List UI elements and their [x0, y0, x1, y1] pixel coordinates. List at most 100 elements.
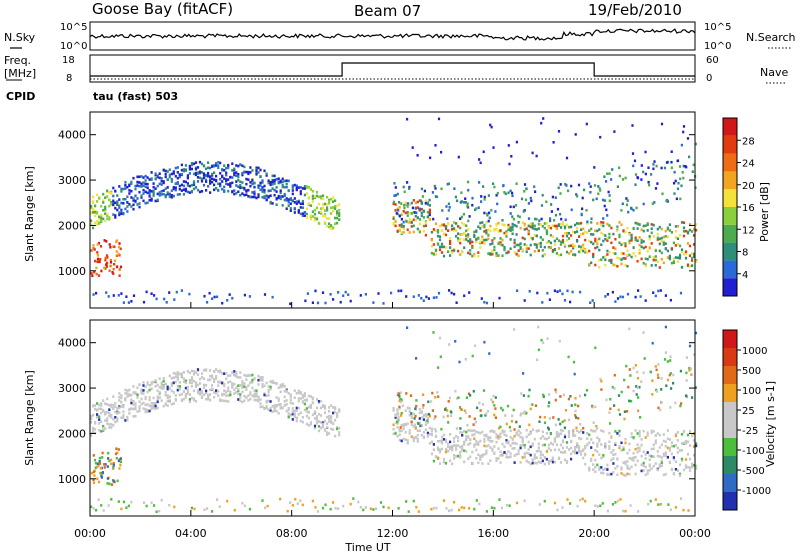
heatmap-cell	[271, 187, 274, 190]
heatmap-cell	[630, 233, 633, 237]
heatmap-cell	[416, 216, 419, 219]
heatmap-cell	[617, 394, 621, 397]
heatmap-cell	[156, 395, 159, 398]
heatmap-cell	[309, 404, 312, 407]
heatmap-cell	[92, 247, 95, 250]
heatmap-cell	[273, 404, 276, 407]
heatmap-cell	[291, 407, 294, 410]
heatmap-cell	[493, 185, 496, 189]
heatmap-cell	[174, 397, 177, 401]
heatmap-cell	[451, 249, 454, 253]
heatmap-cell	[261, 379, 264, 382]
heatmap-cell	[115, 240, 118, 244]
heatmap-cell	[522, 372, 525, 375]
heatmap-cell	[267, 196, 270, 199]
heatmap-cell	[202, 173, 206, 177]
heatmap-cell	[283, 404, 286, 407]
heatmap-cell	[590, 217, 593, 221]
heatmap-cell	[194, 186, 198, 189]
heatmap-cell	[549, 246, 552, 249]
heatmap-cell	[551, 460, 554, 464]
heatmap-cell	[184, 187, 187, 191]
heatmap-cell	[476, 406, 479, 410]
heatmap-cell	[491, 447, 494, 451]
heatmap-cell	[412, 425, 415, 428]
heatmap-cell	[574, 396, 577, 400]
heatmap-cell	[657, 289, 660, 293]
heatmap-cell	[561, 451, 565, 454]
heatmap-cell	[265, 394, 268, 398]
heatmap-cell	[473, 445, 476, 448]
heatmap-cell	[539, 415, 542, 419]
heatmap-cell	[160, 499, 163, 502]
heatmap-cell	[235, 375, 238, 378]
heatmap-cell	[624, 230, 627, 234]
heatmap-cell	[656, 468, 659, 472]
heatmap-cell	[259, 184, 262, 187]
heatmap-cell	[646, 472, 649, 475]
colorbar-segment	[723, 384, 737, 402]
heatmap-cell	[132, 294, 136, 297]
heatmap-cell	[604, 467, 607, 471]
heatmap-cell	[604, 446, 607, 449]
heatmap-cell	[400, 217, 403, 221]
heatmap-cell	[263, 196, 266, 200]
heatmap-cell	[515, 182, 518, 185]
heatmap-cell	[590, 227, 593, 231]
heatmap-cell	[374, 507, 378, 510]
heatmap-cell	[398, 407, 401, 410]
heatmap-cell	[596, 442, 599, 446]
heatmap-cell	[618, 241, 621, 245]
heatmap-cell	[257, 186, 260, 189]
heatmap-cell	[128, 412, 131, 415]
heatmap-cell	[398, 428, 401, 431]
heatmap-cell	[227, 374, 230, 378]
heatmap-cell	[314, 506, 317, 509]
heatmap-cell	[596, 436, 599, 439]
heatmap-cell	[104, 219, 107, 223]
heatmap-cell	[241, 501, 244, 505]
heatmap-cell	[156, 406, 159, 410]
heatmap-cell	[679, 291, 683, 295]
heatmap-cell	[138, 205, 141, 209]
heatmap-cell	[507, 144, 510, 147]
heatmap-cell	[509, 247, 512, 250]
heatmap-cell	[567, 232, 571, 235]
heatmap-cell	[315, 206, 319, 210]
heatmap-cell	[377, 292, 380, 295]
heatmap-cell	[600, 388, 603, 391]
heatmap-cell	[453, 440, 456, 443]
heatmap-cell	[245, 170, 248, 174]
heatmap-cell	[115, 447, 118, 450]
heatmap-cell	[479, 221, 482, 225]
heatmap-cell	[259, 376, 262, 379]
heatmap-cell	[235, 386, 238, 389]
heatmap-cell	[547, 404, 550, 408]
heatmap-cell	[209, 177, 212, 180]
heatmap-cell	[148, 189, 151, 192]
heatmap-cell	[503, 451, 506, 454]
heatmap-cell	[444, 408, 447, 411]
heatmap-cell	[561, 429, 565, 433]
heatmap-cell	[559, 395, 562, 398]
heatmap-cell	[627, 210, 630, 214]
heatmap-cell	[186, 176, 189, 180]
heatmap-cell	[209, 398, 212, 402]
heatmap-cell	[437, 366, 440, 369]
power-panel-frame	[89, 111, 696, 309]
heatmap-cell	[186, 190, 189, 194]
heatmap-cell	[219, 182, 222, 186]
heatmap-cell	[543, 443, 546, 447]
heatmap-cell	[243, 373, 246, 377]
heatmap-cell	[688, 430, 692, 433]
heatmap-cell	[217, 166, 220, 170]
heatmap-cell	[396, 420, 399, 424]
heatmap-cell	[227, 386, 230, 390]
heatmap-cell	[118, 211, 121, 214]
heatmap-cell	[616, 458, 619, 461]
heatmap-cell	[235, 192, 238, 195]
heatmap-cell	[338, 209, 341, 212]
heatmap-cell	[454, 389, 457, 393]
heatmap-cell	[114, 214, 117, 217]
heatmap-cell	[299, 186, 302, 189]
